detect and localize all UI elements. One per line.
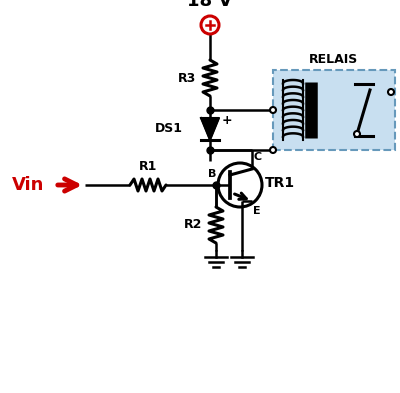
Text: R1: R1 xyxy=(139,160,157,173)
Text: Vin: Vin xyxy=(12,176,44,194)
Circle shape xyxy=(388,89,394,95)
Text: R3: R3 xyxy=(178,72,196,84)
Text: C: C xyxy=(253,152,261,162)
Text: E: E xyxy=(253,206,261,216)
Circle shape xyxy=(354,131,360,137)
Circle shape xyxy=(270,107,276,113)
Circle shape xyxy=(270,147,276,153)
Text: +: + xyxy=(222,114,233,127)
Text: TR1: TR1 xyxy=(265,176,295,190)
Text: B: B xyxy=(208,169,216,179)
Polygon shape xyxy=(201,118,219,140)
Text: R2: R2 xyxy=(184,219,202,231)
Text: RELAIS: RELAIS xyxy=(309,53,359,66)
FancyBboxPatch shape xyxy=(273,70,395,150)
Text: DS1: DS1 xyxy=(155,123,183,136)
Text: 18 V: 18 V xyxy=(187,0,233,10)
